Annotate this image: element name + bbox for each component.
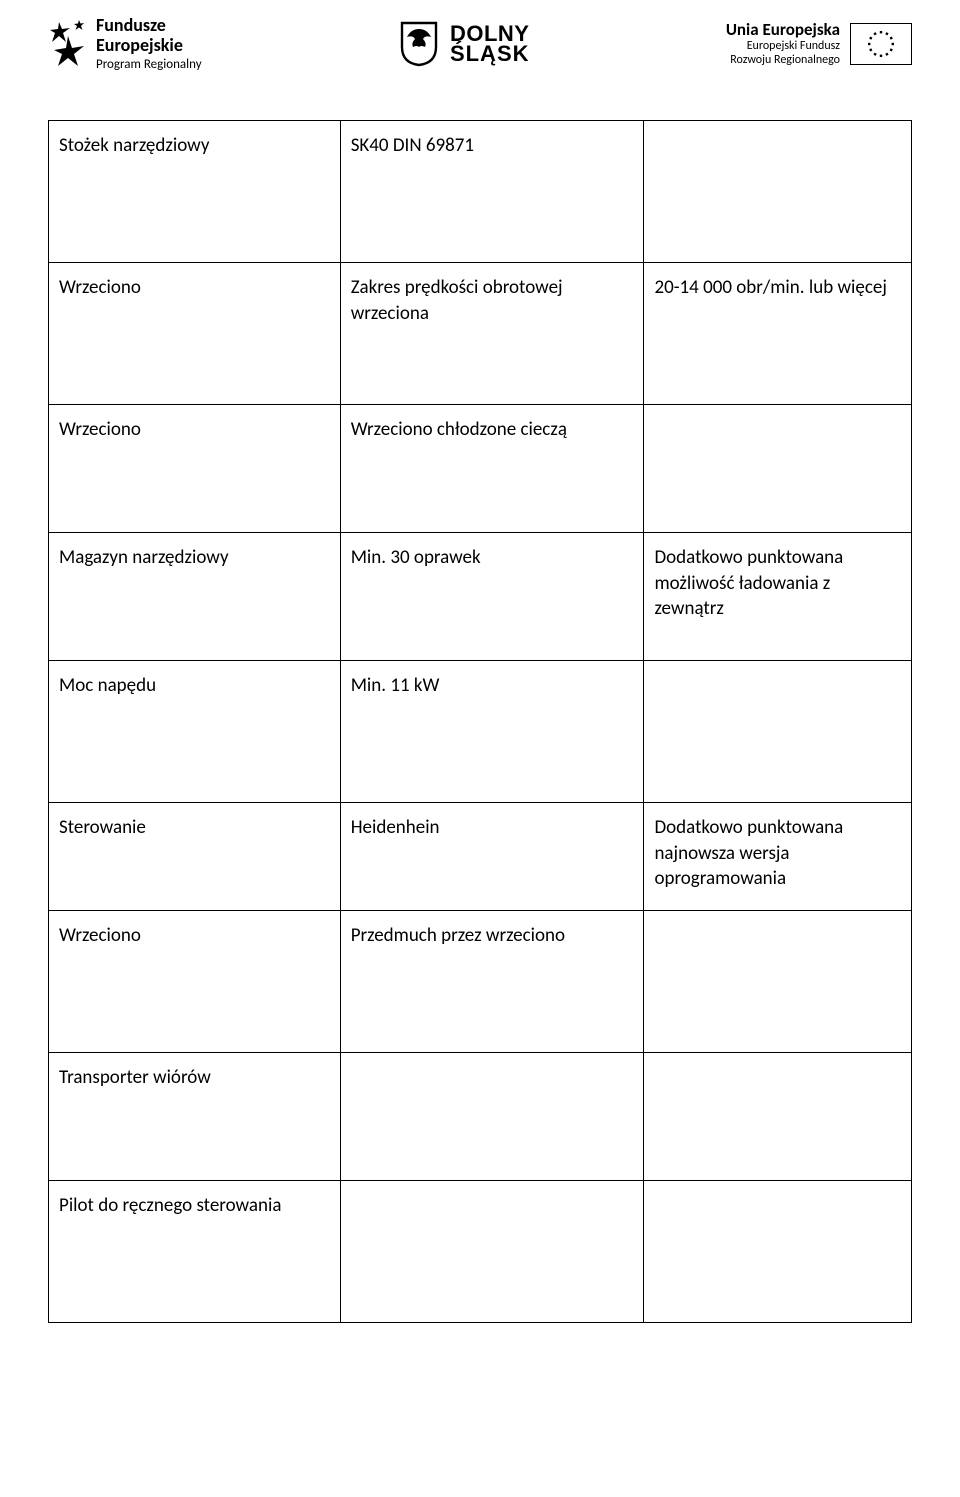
table-row: Pilot do ręcznego sterowania xyxy=(49,1180,912,1322)
header-logos: Fundusze Europejskie Program Regionalny … xyxy=(0,0,960,84)
cell-note xyxy=(644,120,912,262)
cell-note xyxy=(644,1180,912,1322)
cell-note: 20-14 000 obr/min. lub więcej xyxy=(644,262,912,404)
cell-value: Heidenhein xyxy=(340,802,644,910)
cell-param: Moc napędu xyxy=(49,660,341,802)
eu-flag-icon xyxy=(850,23,912,65)
ue-line2: Europejski Fundusz xyxy=(726,40,840,54)
cell-value: Min. 30 oprawek xyxy=(340,532,644,660)
spec-table: Stożek narzędziowy SK40 DIN 69871 Wrzeci… xyxy=(48,120,912,1323)
cell-note: Dodatkowo punktowana najnowsza wersja op… xyxy=(644,802,912,910)
cell-param: Sterowanie xyxy=(49,802,341,910)
table-row: Wrzeciono Wrzeciono chłodzone cieczą xyxy=(49,404,912,532)
table-row: Transporter wiórów xyxy=(49,1052,912,1180)
table-row: Wrzeciono Przedmuch przez wrzeciono xyxy=(49,910,912,1052)
fe-line2: Europejskie xyxy=(96,36,202,56)
cell-note xyxy=(644,1052,912,1180)
ue-line1: Unia Europejska xyxy=(726,20,840,40)
cell-param: Magazyn narzędziowy xyxy=(49,532,341,660)
table-row: Magazyn narzędziowy Min. 30 oprawek Doda… xyxy=(49,532,912,660)
ds-logo-block: DOLNY ŚLĄSK xyxy=(398,21,530,67)
fe-line3: Program Regionalny xyxy=(96,58,202,72)
cell-value: Przedmuch przez wrzeciono xyxy=(340,910,644,1052)
ue-text: Unia Europejska Europejski Fundusz Rozwo… xyxy=(726,20,840,67)
fe-line1: Fundusze xyxy=(96,16,202,36)
table-row: Stożek narzędziowy SK40 DIN 69871 xyxy=(49,120,912,262)
ue-logo-block: Unia Europejska Europejski Fundusz Rozwo… xyxy=(726,20,912,67)
cell-note: Dodatkowo punktowana możliwość ładowania… xyxy=(644,532,912,660)
cell-value: Min. 11 kW xyxy=(340,660,644,802)
cell-value: SK40 DIN 69871 xyxy=(340,120,644,262)
fe-logo-block: Fundusze Europejskie Program Regionalny xyxy=(48,16,202,72)
cell-param: Pilot do ręcznego sterowania xyxy=(49,1180,341,1322)
ds-text: DOLNY ŚLĄSK xyxy=(450,24,530,64)
ds-line2: ŚLĄSK xyxy=(450,44,530,64)
cell-param: Transporter wiórów xyxy=(49,1052,341,1180)
table-row: Moc napędu Min. 11 kW xyxy=(49,660,912,802)
table-row: Wrzeciono Zakres prędkości obrotowej wrz… xyxy=(49,262,912,404)
cell-param: Wrzeciono xyxy=(49,404,341,532)
ue-line3: Rozwoju Regionalnego xyxy=(726,54,840,68)
cell-note xyxy=(644,910,912,1052)
cell-value: Wrzeciono chłodzone cieczą xyxy=(340,404,644,532)
cell-param: Wrzeciono xyxy=(49,910,341,1052)
ds-eagle-icon xyxy=(398,21,440,67)
fe-text: Fundusze Europejskie Program Regionalny xyxy=(96,16,202,72)
cell-note xyxy=(644,660,912,802)
cell-note xyxy=(644,404,912,532)
cell-param: Wrzeciono xyxy=(49,262,341,404)
cell-value xyxy=(340,1180,644,1322)
fe-star-icon xyxy=(48,20,88,68)
cell-param: Stożek narzędziowy xyxy=(49,120,341,262)
table-row: Sterowanie Heidenhein Dodatkowo punktowa… xyxy=(49,802,912,910)
cell-value: Zakres prędkości obrotowej wrzeciona xyxy=(340,262,644,404)
cell-value xyxy=(340,1052,644,1180)
